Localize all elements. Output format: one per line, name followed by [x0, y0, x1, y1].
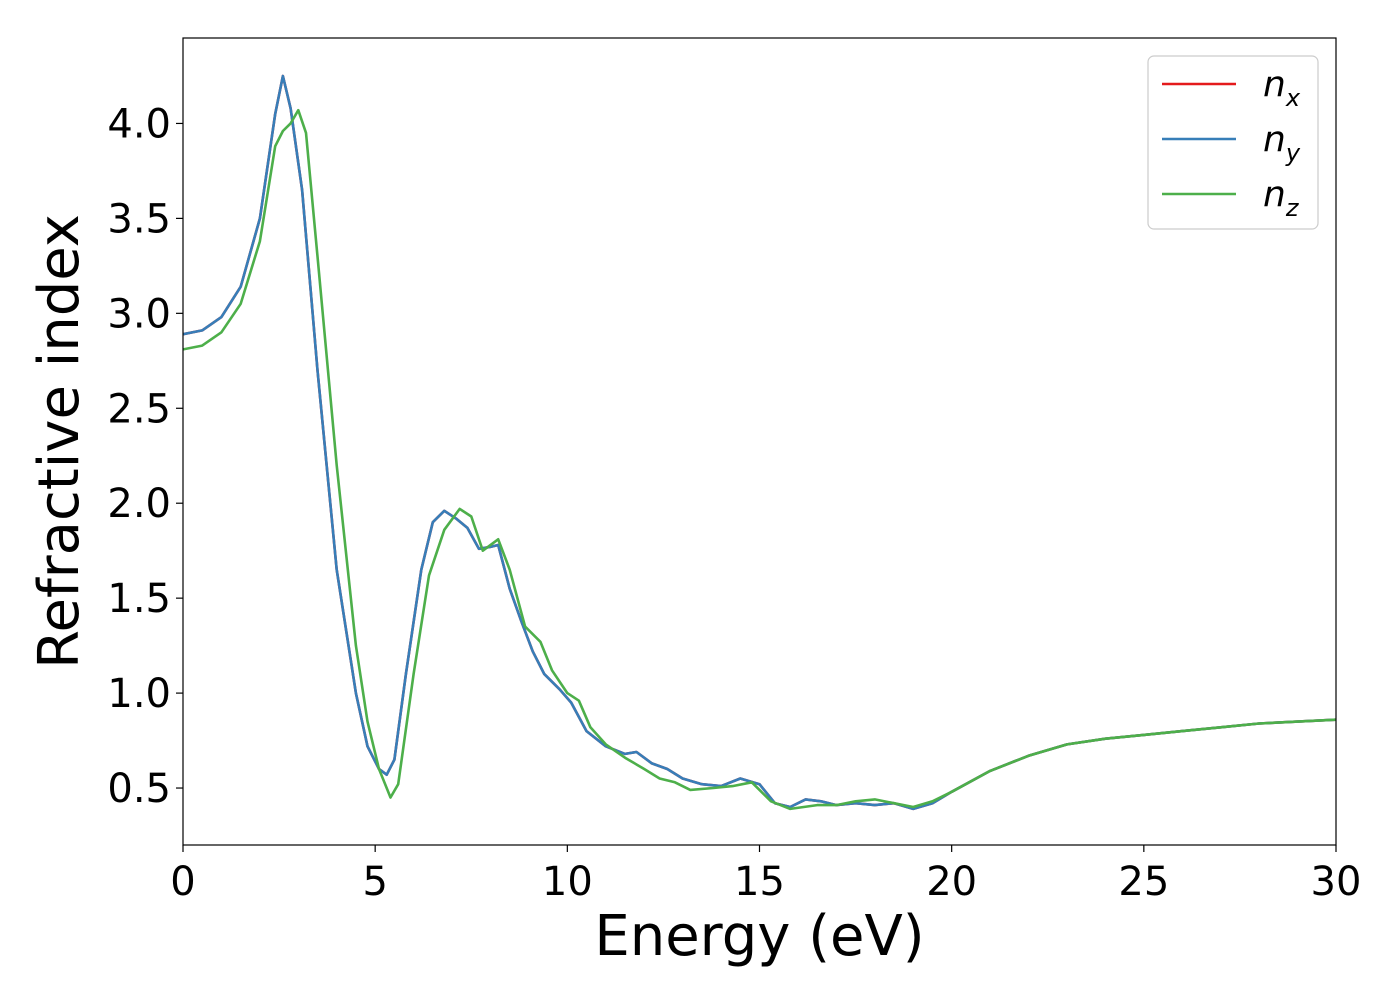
legend-item-z: nz [1162, 174, 1300, 222]
legend-label-base: n [1263, 64, 1286, 105]
legend-label-z: nz [1263, 174, 1300, 222]
series-layer [183, 74, 1336, 811]
y-tick-label: 3.0 [107, 291, 171, 337]
legend-label-base: n [1263, 174, 1286, 215]
y-tick-label: 1.0 [107, 671, 171, 717]
y-axis-title: Refractive index [27, 214, 92, 669]
series-line-z [183, 108, 1336, 811]
x-ticks: 0 5 10 15 20 25 30 [170, 845, 1361, 905]
y-tick-label: 2.5 [107, 386, 171, 432]
legend-label-base: n [1263, 119, 1286, 160]
y-tick-label: 1.5 [107, 576, 171, 622]
x-tick-label: 20 [926, 859, 977, 905]
legend-label-subscript: x [1285, 84, 1301, 112]
x-axis-title: Energy (eV) [594, 904, 924, 969]
legend-item-x: nx [1162, 64, 1301, 112]
y-tick-label: 4.0 [107, 101, 171, 147]
legend-label-x: nx [1263, 64, 1301, 112]
legend-box [1147, 55, 1319, 230]
x-tick-label: 15 [734, 859, 785, 905]
x-tick-label: 25 [1118, 859, 1169, 905]
legend-label-y: ny [1263, 119, 1301, 167]
legend-item-y: ny [1162, 119, 1301, 167]
y-tick-label: 0.5 [107, 766, 171, 812]
y-ticks: 0.5 1.0 1.5 2.0 2.5 3.0 3.5 4.0 [107, 101, 183, 812]
x-tick-label: 0 [170, 859, 195, 905]
legend-label-subscript: z [1285, 194, 1300, 222]
legend-label-subscript: y [1285, 139, 1301, 167]
x-tick-label: 30 [1311, 859, 1362, 905]
x-tick-label: 10 [542, 859, 593, 905]
y-tick-label: 2.0 [107, 481, 171, 527]
x-tick-label: 5 [362, 859, 387, 905]
y-tick-label: 3.5 [107, 196, 171, 242]
